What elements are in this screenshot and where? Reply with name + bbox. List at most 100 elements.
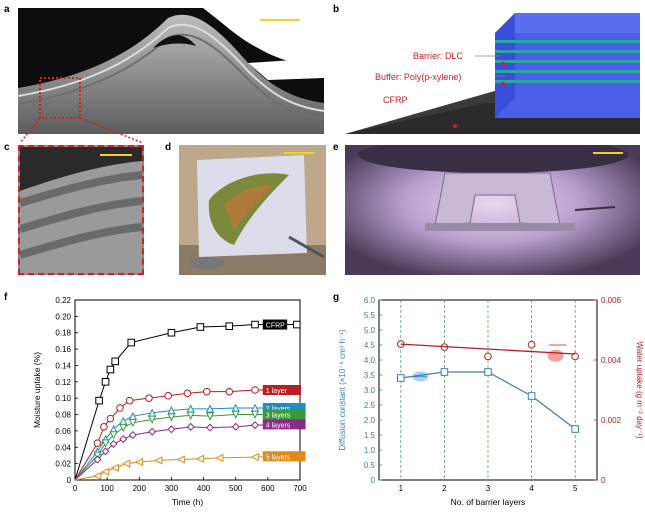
right-axis-indicator	[547, 349, 564, 362]
layer-schematic: Barrier: DLC Buffer: Poly(p-xylene) CFRP	[345, 8, 640, 134]
y-tick-label: 0.10	[55, 394, 71, 403]
data-point	[101, 467, 110, 476]
barrier-label: Barrier: DLC	[413, 51, 464, 61]
data-point	[109, 431, 118, 440]
data-point	[205, 412, 215, 421]
data-point	[251, 320, 259, 329]
x-tick-label: 200	[133, 484, 147, 493]
plasma-chamber-photo	[345, 145, 640, 275]
data-point	[125, 396, 134, 405]
x-tick-label: 400	[197, 484, 211, 493]
data-point	[119, 416, 128, 425]
data-point	[205, 423, 215, 432]
data-point	[397, 374, 405, 382]
data-point	[95, 396, 103, 405]
panel-label-a: a	[4, 4, 10, 15]
data-point	[122, 459, 131, 468]
y-tick-label: 0.16	[55, 345, 71, 354]
data-point	[250, 421, 260, 430]
panel-label-g: g	[333, 292, 340, 303]
data-point	[183, 389, 192, 398]
moisture-uptake-chart: 0 0.02 0.04 0.06 0.08 0.10 0.12 0.14 0.16 0.18 0.2…	[32, 296, 307, 507]
data-point	[484, 352, 492, 361]
sample-photo	[179, 145, 326, 275]
y-tick-label-left: 0	[371, 476, 376, 485]
x-tick-label: 5	[573, 484, 578, 493]
data-point	[167, 425, 176, 434]
data-point	[195, 454, 205, 463]
data-point	[167, 413, 176, 422]
sem-cross-section-image	[18, 8, 324, 134]
panel-label-e: e	[333, 142, 339, 153]
y-tick-label-left: 1.0	[364, 446, 376, 455]
data-point	[292, 320, 301, 329]
data-point	[231, 410, 240, 419]
y-tick-label-left: 1.5	[364, 431, 376, 440]
x-tick-label: 600	[261, 484, 275, 493]
panel-label-f: f	[4, 292, 8, 303]
data-point	[127, 338, 136, 347]
data-point	[167, 328, 176, 337]
data-point	[101, 439, 110, 448]
y-tick-label-left: 4.0	[364, 356, 376, 365]
data-point	[134, 457, 144, 467]
x-axis-label: No. of barrier layers	[451, 497, 526, 507]
cfrp-label: CFRP	[383, 95, 408, 105]
series-label-box	[262, 319, 288, 330]
series-label: 4 layers	[266, 422, 291, 429]
data-point	[93, 471, 102, 481]
y-tick-label: 0.08	[55, 411, 71, 420]
buffer-label: Buffer: Poly(p-xylene)	[375, 72, 461, 82]
x-tick-label: 0	[73, 484, 78, 493]
data-point	[101, 447, 110, 456]
y-tick-label: 0.20	[55, 312, 71, 321]
data-point	[154, 456, 163, 465]
y-axis-label: Moisture uptake (%)	[32, 352, 42, 428]
data-point	[202, 387, 211, 396]
data-point	[93, 451, 102, 460]
data-point	[231, 422, 240, 431]
series-label-box	[262, 451, 306, 462]
data-point	[484, 368, 492, 376]
data-point	[145, 394, 153, 402]
y-tick-label-left: 3.5	[364, 371, 376, 380]
data-point	[225, 322, 234, 330]
data-point	[148, 415, 157, 424]
data-point	[205, 404, 215, 413]
series-label-box	[262, 409, 306, 420]
sem-cross-section-drawing	[18, 8, 324, 134]
y-tick-label: 0.22	[55, 296, 71, 305]
data-point	[106, 365, 115, 374]
data-point	[119, 423, 128, 433]
data-point	[225, 387, 234, 396]
data-point	[527, 340, 536, 349]
y-tick-label: 0.14	[55, 361, 71, 370]
data-point	[186, 422, 195, 431]
data-point	[251, 386, 259, 394]
zoom-connector-lines	[19, 117, 144, 144]
y-tick-label: 0.04	[55, 443, 71, 452]
data-point	[571, 352, 579, 361]
data-point	[571, 425, 579, 433]
data-point	[106, 414, 115, 423]
y-tick-label-right: 0.002	[601, 416, 622, 425]
x-tick-label: 500	[229, 484, 243, 493]
series-label: 1 layer	[266, 388, 288, 395]
data-point	[128, 430, 137, 440]
y-tick-label-left: 4.5	[364, 341, 376, 350]
y-tick-label-left: 5.0	[364, 326, 376, 335]
y-tick-label-left: 2.5	[364, 401, 376, 410]
y-tick-label: 0	[67, 476, 72, 485]
panel-label-b: b	[333, 4, 340, 15]
panel-label-c: c	[4, 142, 10, 153]
y-tick-label-right: 0.006	[601, 296, 622, 305]
data-point	[215, 453, 224, 463]
series-label-box	[262, 385, 301, 395]
series-label: CFRP	[266, 323, 285, 330]
data-point	[148, 427, 157, 436]
y-tick-label: 0.18	[55, 329, 71, 338]
barrier-layers	[495, 40, 640, 83]
y-tick-label-left: 2.0	[364, 416, 376, 425]
fit-line	[400, 343, 576, 355]
x-tick-label: 2	[442, 484, 447, 493]
